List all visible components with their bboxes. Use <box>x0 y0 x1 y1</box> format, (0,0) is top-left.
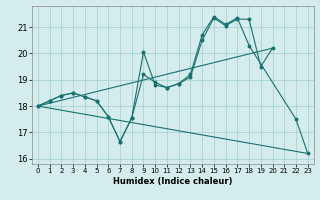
X-axis label: Humidex (Indice chaleur): Humidex (Indice chaleur) <box>113 177 233 186</box>
